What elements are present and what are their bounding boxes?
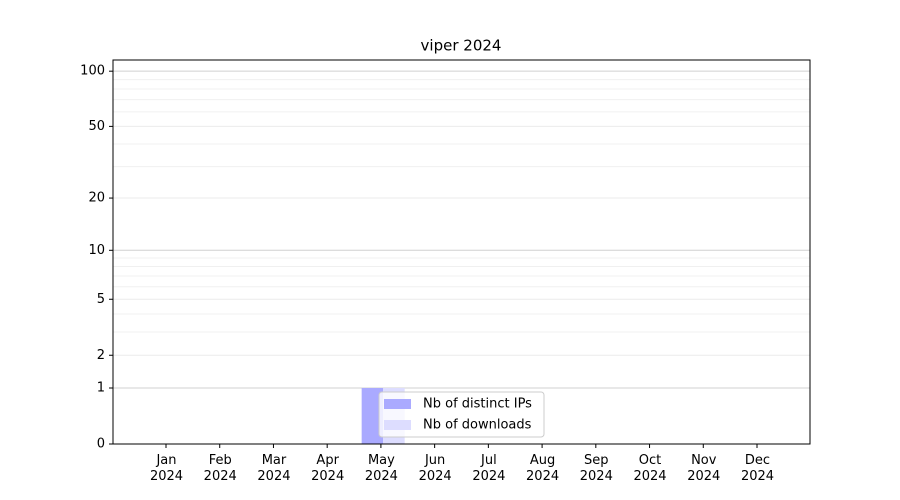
y-tick-label: 1 — [97, 381, 105, 396]
y-tick-label: 0 — [97, 437, 105, 452]
y-tick-label: 2 — [97, 348, 105, 363]
chart-title: viper 2024 — [421, 37, 502, 55]
x-tick-label: Oct 2024 — [633, 453, 667, 484]
x-tick-label: May 2024 — [364, 453, 398, 484]
y-tick-label: 5 — [97, 292, 105, 307]
x-tick-label: Jul 2024 — [472, 453, 506, 484]
legend-swatch — [384, 420, 411, 430]
x-tick-label: Nov 2024 — [687, 453, 721, 484]
x-tick-label: Jan 2024 — [149, 453, 184, 484]
y-tick-label: 100 — [80, 64, 105, 79]
legend-swatch — [384, 399, 411, 409]
x-tick-label: Aug 2024 — [526, 453, 560, 484]
x-tick-label: Feb 2024 — [203, 453, 237, 484]
x-tick-label: Jun 2024 — [418, 453, 452, 484]
x-tick-label: Mar 2024 — [257, 453, 291, 484]
y-tick-label: 10 — [88, 243, 105, 258]
y-tick-label: 20 — [88, 191, 105, 206]
legend-label: Nb of distinct IPs — [423, 397, 532, 412]
y-tick-label: 50 — [88, 119, 105, 134]
bar — [361, 388, 384, 444]
x-tick-label: Apr 2024 — [311, 453, 345, 484]
x-tick-label: Dec 2024 — [740, 453, 775, 484]
legend-label: Nb of downloads — [423, 418, 532, 433]
legend-box — [378, 391, 545, 438]
plot-frame — [112, 59, 811, 445]
x-tick-label: Sep 2024 — [579, 453, 613, 484]
